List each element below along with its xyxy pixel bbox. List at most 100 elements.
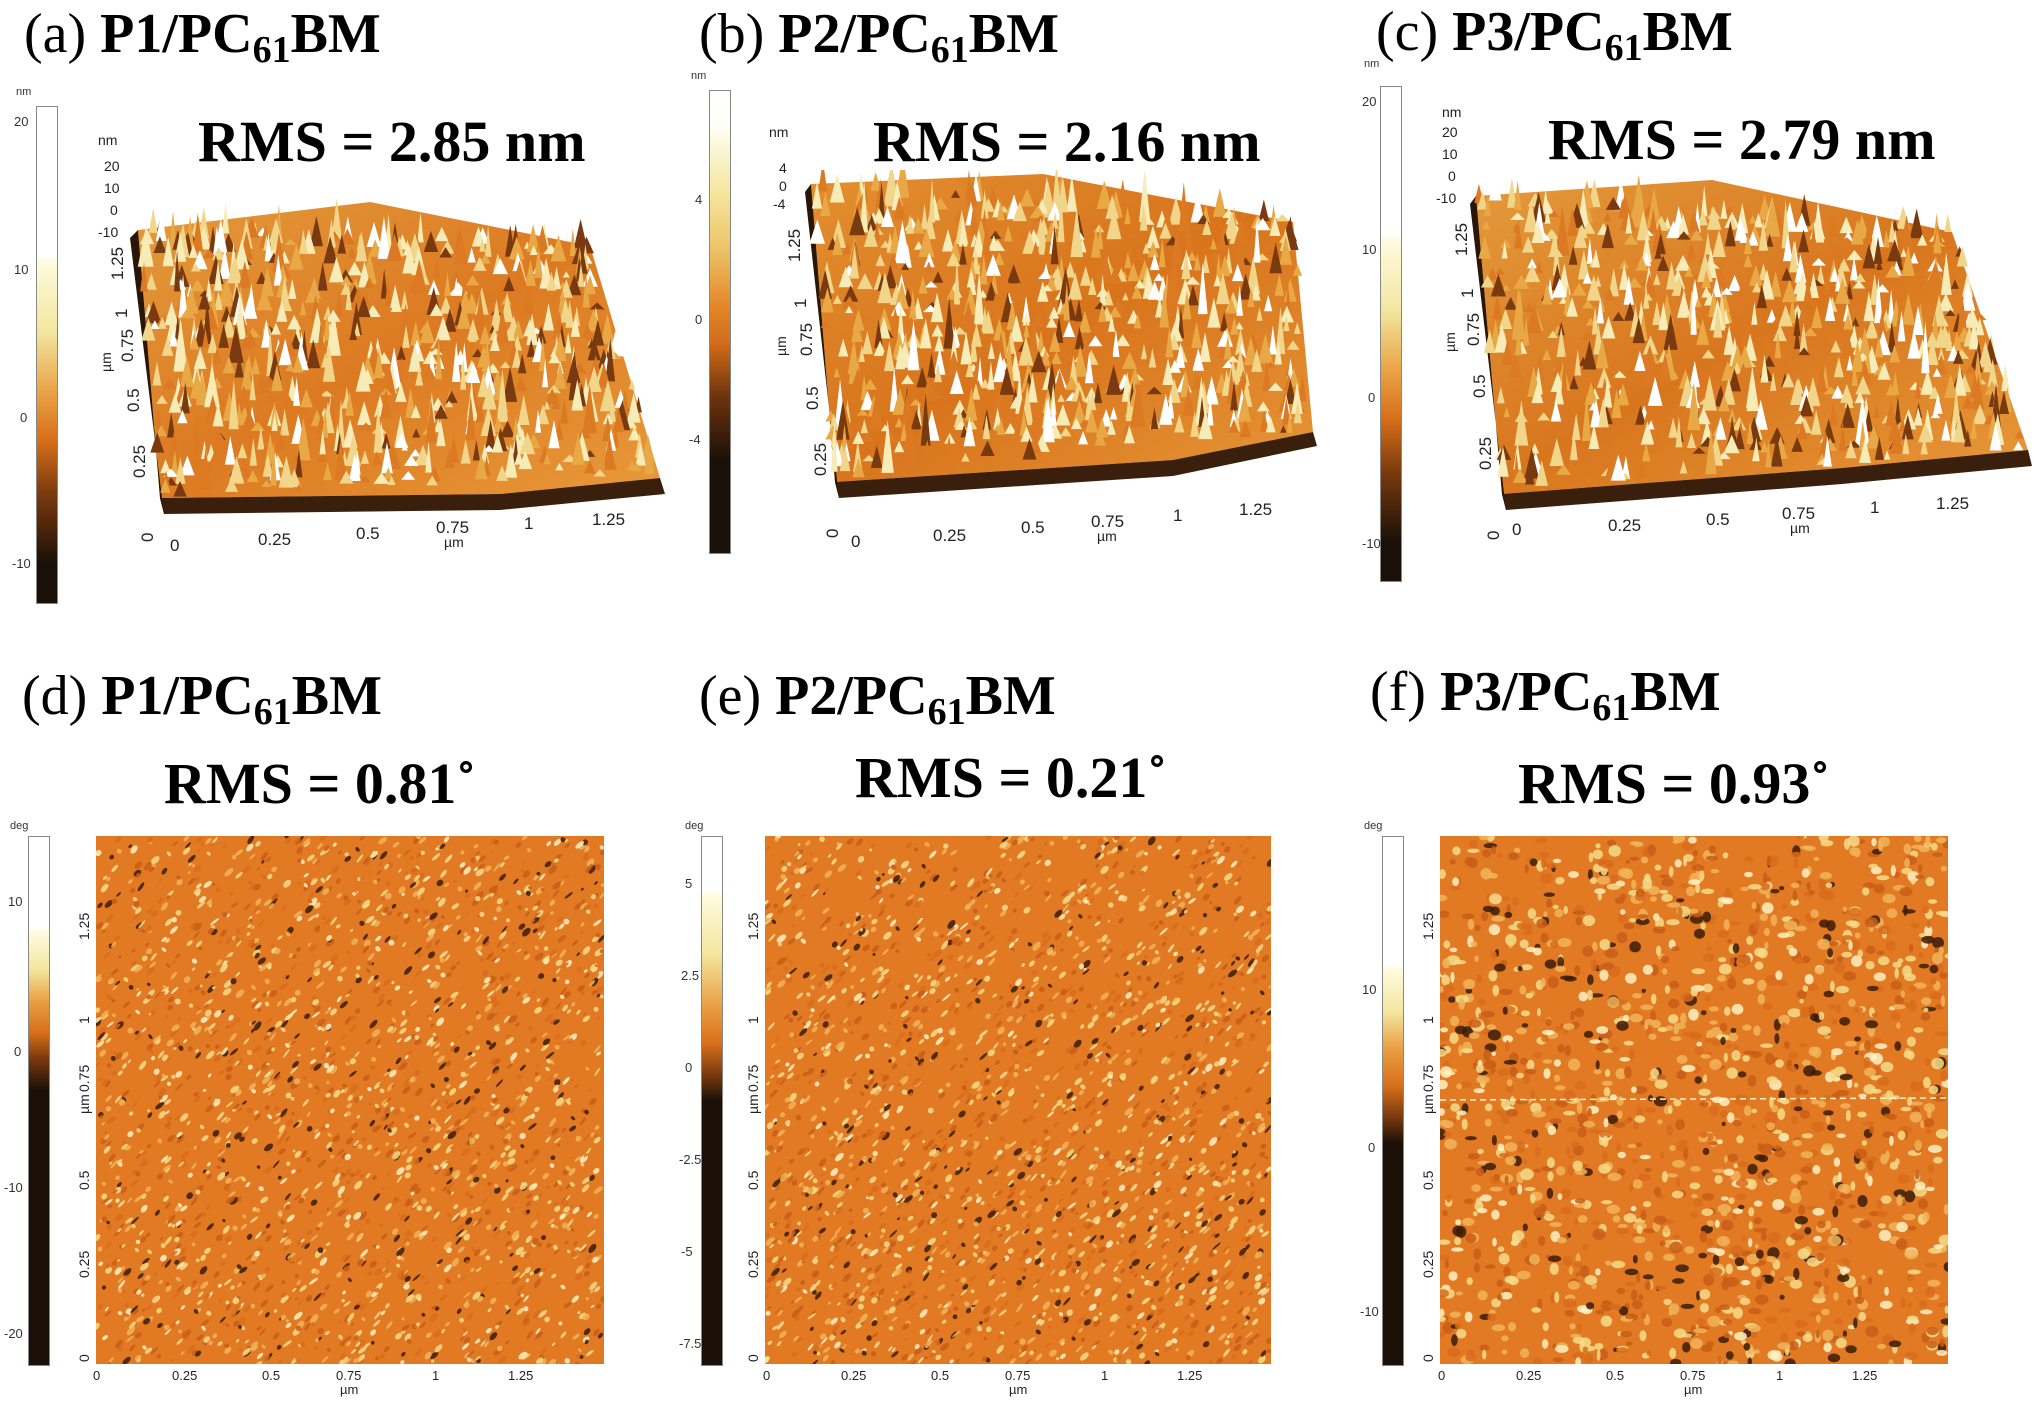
phase-grain — [134, 1033, 142, 1041]
surface-peak — [254, 374, 270, 394]
surface-peak — [496, 369, 509, 423]
phase-grain — [328, 1059, 335, 1067]
surface-peak — [1851, 317, 1860, 327]
phase-grain — [572, 1206, 580, 1214]
phase-grain — [139, 1060, 147, 1070]
surface-peak — [1727, 368, 1742, 392]
phase-grain — [335, 878, 341, 884]
phase-grain — [271, 943, 275, 948]
surface-peak — [479, 324, 491, 345]
phase-grain — [312, 858, 318, 865]
phase-grain — [192, 1280, 196, 1284]
surface-peak — [167, 412, 176, 438]
phase-grain — [532, 1237, 539, 1245]
phase-grain — [304, 1013, 311, 1020]
phase-grain — [354, 1169, 362, 1177]
height-colorbar — [1380, 86, 1402, 582]
surface-peak — [999, 365, 1015, 395]
phase-grain — [588, 1088, 592, 1092]
phase-grain — [242, 1126, 249, 1134]
phase-grain — [280, 1291, 287, 1298]
surface-peak — [262, 453, 273, 477]
phase-grain — [520, 1144, 525, 1149]
phase-grain — [298, 1197, 305, 1204]
phase-grain — [279, 1219, 285, 1225]
surface-peak — [1788, 296, 1797, 324]
phase-grain — [517, 905, 523, 910]
phase-grain — [253, 937, 260, 944]
phase-grain — [547, 1200, 552, 1205]
phase-grain — [534, 1106, 540, 1112]
phase-grain — [226, 1196, 236, 1204]
surface-peak — [246, 470, 259, 483]
surface-peak — [1748, 214, 1757, 224]
surface-peak — [924, 281, 938, 288]
phase-grain — [320, 1291, 326, 1298]
phase-grain — [516, 1284, 525, 1293]
phase-grain — [585, 1254, 593, 1261]
surface-peak — [359, 475, 371, 483]
surface-peak — [1478, 235, 1491, 259]
phase-grain — [514, 976, 521, 982]
phase-grain — [226, 1131, 232, 1139]
phase-grain — [531, 990, 535, 994]
phase-grain — [363, 856, 370, 865]
surface-peak — [380, 387, 392, 419]
phase-grain — [131, 1216, 140, 1225]
surface-peak — [1753, 399, 1768, 430]
phase-grain — [446, 1189, 452, 1195]
surface-peak — [1756, 284, 1768, 309]
phase-grain — [387, 911, 393, 916]
phase-grain — [455, 1099, 462, 1105]
phase-grain — [274, 948, 281, 955]
surface-peak — [838, 266, 854, 288]
phase-grain — [328, 1007, 331, 1011]
phase-grain — [561, 1222, 568, 1229]
surface-peak — [1078, 430, 1089, 445]
surface-peak — [1798, 304, 1807, 322]
phase-grain — [225, 1073, 232, 1081]
phase-grain — [106, 1021, 114, 1028]
phase-grain — [304, 1315, 312, 1323]
phase-grain — [412, 1201, 419, 1208]
phase-grain — [482, 982, 490, 990]
phase-grain — [549, 1163, 555, 1168]
surface-peak — [173, 249, 181, 292]
phase-grain — [530, 1220, 538, 1229]
phase-grain — [258, 965, 262, 969]
phase-grain — [487, 1307, 492, 1313]
phase-grain — [593, 1328, 600, 1337]
phase-grain — [216, 959, 223, 966]
phase-grain — [430, 1187, 436, 1192]
surface-peak — [916, 367, 929, 388]
phase-grain — [487, 1181, 492, 1186]
phase-grain — [1049, 1349, 1057, 1357]
phase-grain — [502, 948, 506, 952]
surface-peak — [1638, 456, 1646, 478]
phase-grain — [383, 1101, 389, 1108]
surface-peak — [921, 375, 936, 401]
phase-grain — [597, 1333, 603, 1339]
phase-grain — [439, 950, 448, 959]
phase-grain — [195, 1258, 200, 1263]
phase-grain — [196, 1010, 202, 1015]
phase-grain — [765, 1285, 771, 1292]
phase-grain — [540, 1044, 550, 1051]
phase-grain — [450, 991, 459, 999]
surface-peak — [918, 227, 935, 258]
phase-grain — [508, 1164, 518, 1172]
phase-grain — [495, 1079, 504, 1088]
phase-grain — [258, 1309, 264, 1316]
surface-peak — [1149, 253, 1160, 271]
surface-peak — [1226, 355, 1240, 363]
phase-grain — [284, 998, 292, 1007]
phase-grain — [260, 1299, 268, 1308]
surface-peak — [1068, 272, 1083, 300]
surface-peak — [1291, 382, 1303, 415]
phase-grain — [255, 944, 262, 951]
surface-peak — [1022, 312, 1030, 326]
surface-peak — [586, 366, 602, 392]
surface-peak — [1292, 264, 1303, 276]
phase-grain — [599, 845, 604, 850]
phase-grain — [179, 1247, 187, 1256]
